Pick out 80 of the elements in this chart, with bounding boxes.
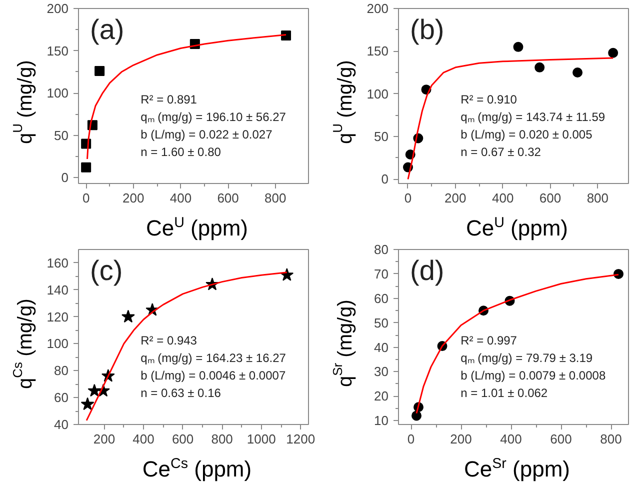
y-tick-label: 100 [46,336,69,352]
annotation: (c) [90,254,123,286]
point [122,310,135,323]
annotation: qₘ (mg/g) = 79.79 ± 3.19 [460,351,593,365]
x-axis-title: Ce$^{Cs}$ (ppm) [142,455,252,484]
y-tick-label: 20 [374,388,389,404]
annotation: qₘ (mg/g) = 164.23 ± 16.27 [140,351,286,365]
x-axis-title: Ce$^{Sr}$ (ppm) [464,455,570,484]
y-tick-label: 60 [374,290,389,306]
y-tick-label: 50 [374,315,389,330]
x-tick-label: 0 [404,190,412,206]
annotation: (d) [410,254,444,286]
point [281,30,292,41]
x-tick-label: 200 [122,190,144,206]
y-tick-label: 150 [46,43,69,58]
x-tick-label: 600 [172,432,194,446]
point [608,48,618,58]
y-tick-label: 40 [374,340,389,355]
annotation: qₘ (mg/g) = 196.10 ± 56.27 [140,110,286,124]
annotation: n = 1.60 ± 0.80 [140,145,222,159]
x-tick-label: 400 [492,190,514,206]
y-tick-label: 60 [54,390,69,406]
y-tick-label: 10 [374,413,389,428]
annotation: b (L/mg) = 0.0079 ± 0.0008 [460,368,606,382]
y-tick-label: 100 [366,86,389,102]
annotation: b (L/mg) = 0.020 ± 0.005 [460,128,593,142]
y-tick-label: 80 [374,242,389,257]
annotation: (b) [410,14,444,45]
annotation: n = 0.67 ± 0.32 [460,145,542,159]
x-tick-label: 200 [93,432,116,446]
x-tick-label: 0 [82,190,90,206]
x-tick-label: 200 [444,190,466,206]
annotation: n = 1.01 ± 0.062 [460,386,548,400]
x-tick-label: 200 [450,432,472,446]
annotation: n = 0.63 ± 0.16 [140,386,222,400]
annotation: R² = 0.997 [460,334,518,348]
x-tick-label: 400 [132,432,154,446]
annotation: R² = 0.943 [140,334,198,348]
point [513,42,524,52]
y-tick-label: 140 [46,282,69,298]
y-tick-label: 80 [54,363,69,378]
annotation: b (L/mg) = 0.0046 ± 0.0007 [140,368,286,382]
y-tick-label: 160 [46,255,69,270]
x-tick-label: 400 [170,190,192,206]
annotation: (a) [90,14,124,45]
y-tick-label: 70 [374,266,389,282]
x-tick-label: 600 [217,190,239,206]
annotation: R² = 0.891 [140,92,198,106]
point [412,410,422,421]
y-tick-label: 0 [61,170,69,186]
y-tick-label: 100 [46,86,69,101]
x-tick-label: 800 [264,190,286,206]
x-tick-label: 600 [539,190,562,206]
annotation: R² = 0.910 [460,92,518,106]
annotation: qₘ (mg/g) = 143.74 ± 11.59 [460,110,606,124]
x-tick-label: 800 [211,432,233,446]
x-tick-label: 1000 [246,432,276,446]
y-tick-label: 50 [54,128,69,143]
y-tick-label: 0 [381,172,389,187]
y-tick-label: 200 [46,1,69,16]
x-tick-label: 600 [550,432,572,446]
y-tick-label: 50 [374,129,389,144]
x-tick-label: 800 [600,432,622,446]
x-tick-label: 800 [586,190,609,206]
point [572,68,583,78]
x-tick-label: 1200 [286,432,316,446]
y-tick-label: 30 [374,364,389,380]
y-tick-label: 150 [366,44,389,59]
x-axis-title: Ce$^{U}$ (ppm) [466,214,568,242]
point [81,162,92,172]
x-tick-label: 0 [407,432,415,446]
point [80,397,94,410]
y-tick-label: 120 [46,309,69,324]
annotation: b (L/mg) = 0.022 ± 0.027 [140,128,273,142]
point [534,62,545,72]
y-tick-label: 200 [366,1,389,16]
x-axis-title: Ce$^{U}$ (ppm) [146,214,248,242]
y-tick-label: 40 [54,417,69,432]
point [94,66,105,76]
x-tick-label: 400 [500,432,522,446]
